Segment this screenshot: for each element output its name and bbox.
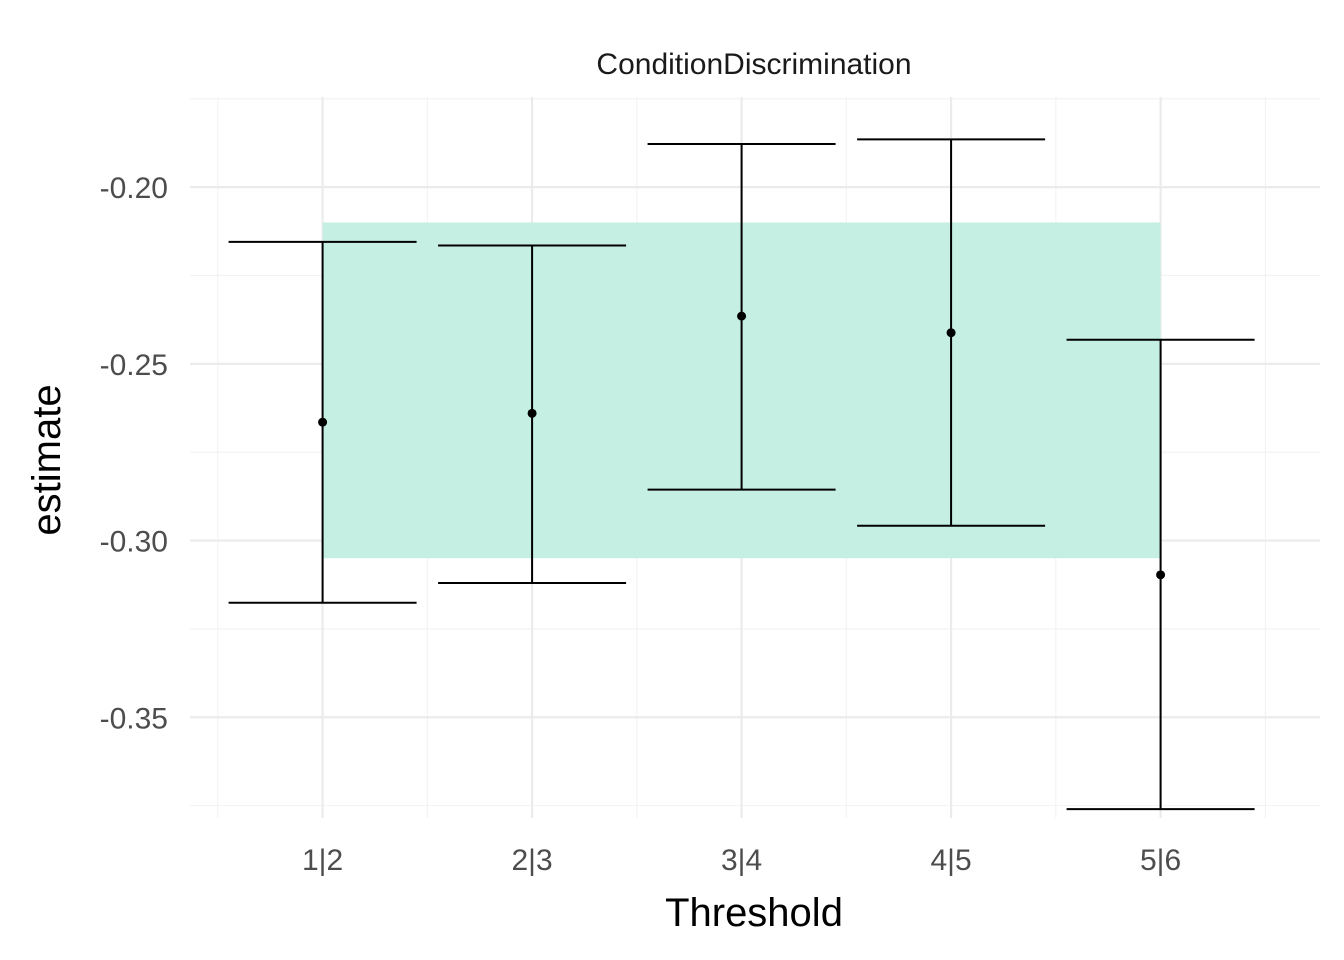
point-estimate [318, 417, 328, 427]
x-tick-label: 2|3 [512, 844, 553, 877]
y-tick-labels: -0.35 -0.30 -0.25 -0.20 [100, 172, 168, 735]
x-tick-label: 5|6 [1140, 844, 1181, 877]
point-estimate [946, 328, 956, 338]
x-tick-label: 3|4 [721, 844, 762, 877]
x-tick-label: 4|5 [931, 844, 972, 877]
y-tick-label: -0.20 [100, 172, 168, 205]
y-tick-label: -0.35 [100, 702, 168, 735]
facet-title: ConditionDiscrimination [596, 48, 911, 81]
x-tick-labels: 1|2 2|3 3|4 4|5 5|6 [302, 844, 1181, 877]
point-estimate [527, 408, 537, 418]
point-estimate [737, 311, 747, 321]
y-tick-label: -0.30 [100, 526, 168, 559]
points [318, 311, 1166, 580]
y-axis-title: estimate [25, 384, 69, 535]
y-tick-label: -0.25 [100, 349, 168, 382]
x-axis-title: Threshold [665, 891, 843, 935]
point-estimate [1156, 570, 1166, 580]
x-tick-label: 1|2 [302, 844, 343, 877]
